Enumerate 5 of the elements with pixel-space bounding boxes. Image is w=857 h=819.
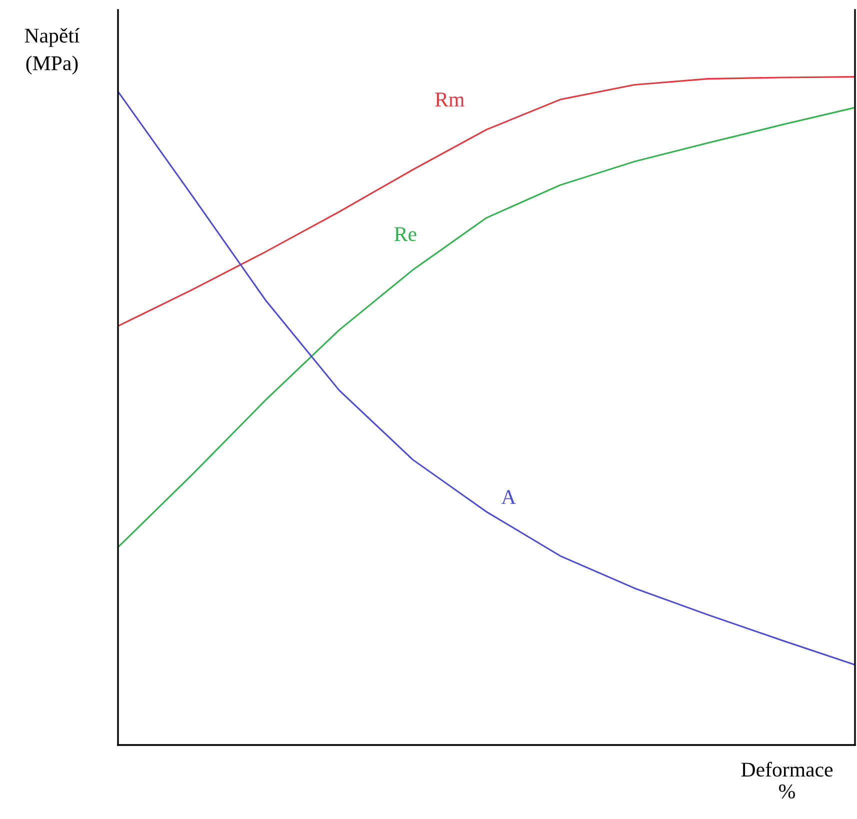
y-axis-title: Napětí (MPa) [24, 28, 80, 74]
series-label: A [501, 490, 516, 504]
series-label: Rm [435, 92, 464, 106]
series-label: Re [394, 227, 416, 242]
x-axis-title: Deformace % [741, 762, 833, 799]
